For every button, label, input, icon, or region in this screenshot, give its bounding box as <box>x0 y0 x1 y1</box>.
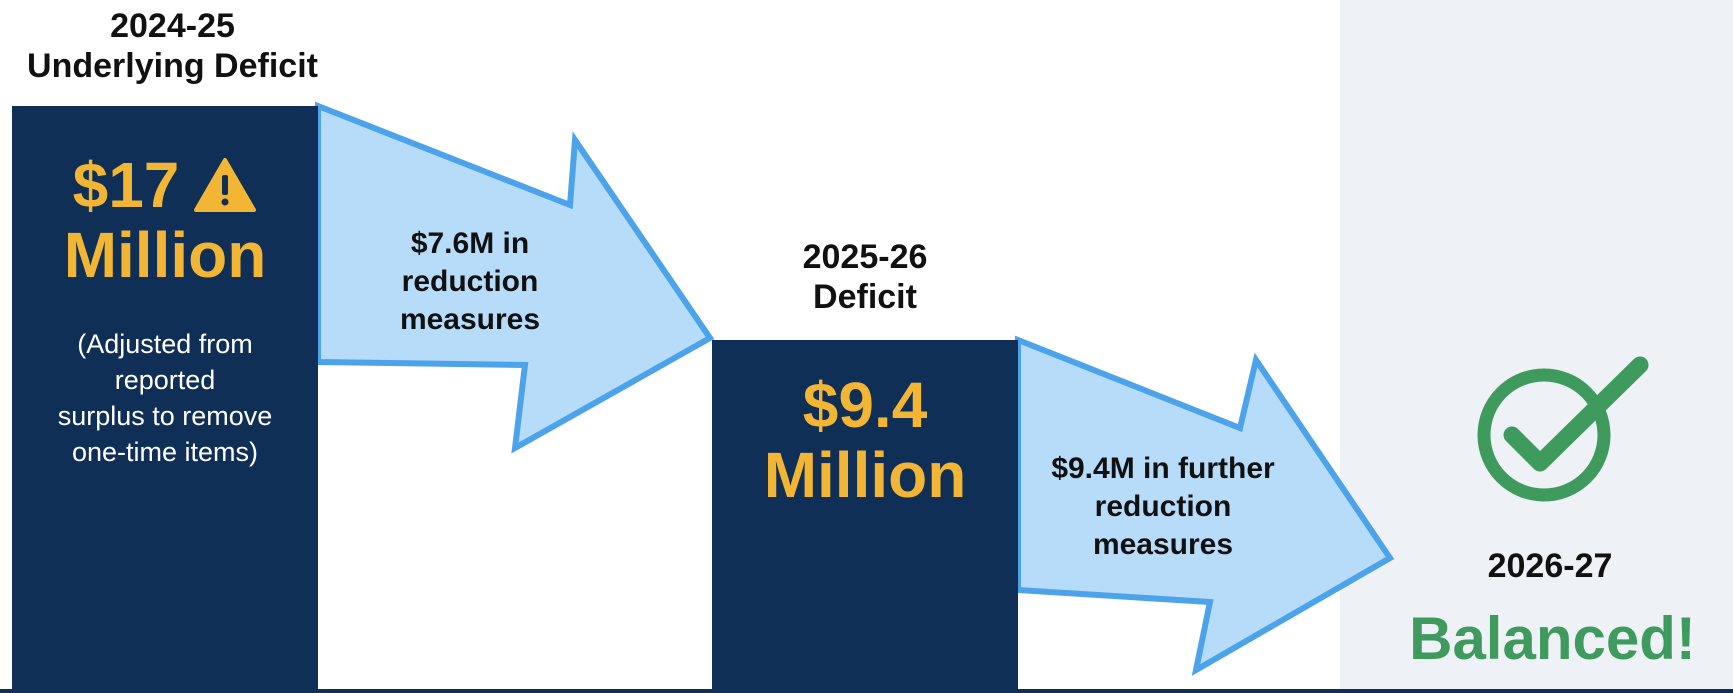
step-label-1: $7.6M in reduction measures <box>370 225 570 339</box>
amount-2025-26: $9.4 Million <box>712 370 1018 510</box>
amount-number: $17 <box>72 149 180 221</box>
arrow-step-1 <box>315 101 715 454</box>
heading-label: Underlying Deficit <box>27 47 318 85</box>
step-line: measures <box>1092 528 1234 561</box>
step-line: reduction <box>1094 490 1232 523</box>
note-line: one-time items) <box>71 437 259 467</box>
balanced-label: Balanced! <box>1409 605 1696 672</box>
amount-number: $9.4 <box>802 369 928 441</box>
amount-2024-25: $17 Million <box>12 150 318 290</box>
step-line: reduction <box>401 265 539 298</box>
heading-2026-27: 2026-27 <box>1487 547 1613 585</box>
heading-year: 2024-25 <box>110 7 235 45</box>
balanced-panel <box>1340 0 1733 693</box>
heading-label: Deficit <box>813 278 917 316</box>
baseline <box>0 689 1733 693</box>
note-line: surplus to remove <box>57 401 273 431</box>
arrow-step-2 <box>1015 335 1395 676</box>
note-line: reported <box>114 365 216 395</box>
amount-unit: Million <box>763 439 967 511</box>
step-label-2: $9.4M in further reduction measures <box>1018 450 1308 564</box>
heading-2024-25: 2024-25 Underlying Deficit <box>0 6 345 86</box>
adjustment-note: (Adjusted from reported surplus to remov… <box>22 326 308 470</box>
heading-year: 2025-26 <box>802 238 928 276</box>
bar-2025-26 <box>712 340 1018 693</box>
step-line: $9.4M in further <box>1051 452 1275 485</box>
note-line: (Adjusted from <box>77 329 253 359</box>
check-circle-icon <box>1477 356 1649 502</box>
heading-2025-26: 2025-26 Deficit <box>765 237 965 317</box>
amount-unit: Million <box>63 219 267 291</box>
warning-icon <box>194 158 257 212</box>
bar-2024-25 <box>12 106 318 693</box>
step-line: $7.6M in <box>410 227 530 260</box>
step-line: measures <box>399 303 541 336</box>
amount-number-row: $17 <box>12 150 318 220</box>
